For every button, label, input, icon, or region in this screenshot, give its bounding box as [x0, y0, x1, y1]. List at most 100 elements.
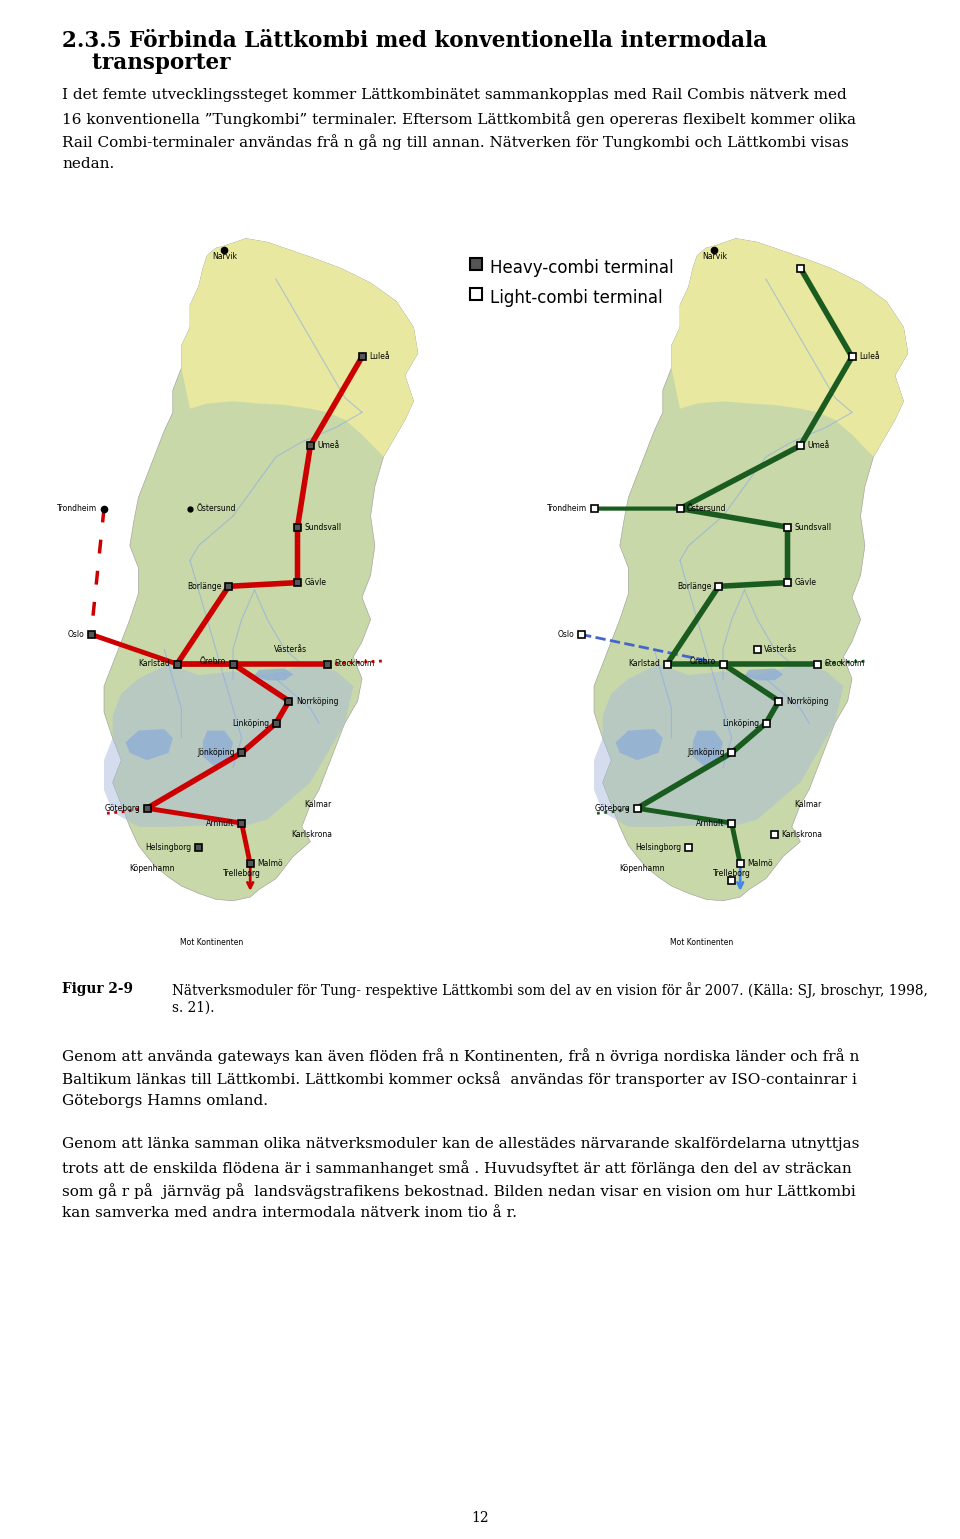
Text: Karlstad: Karlstad: [138, 660, 170, 668]
Bar: [87, 631, 95, 637]
Polygon shape: [104, 239, 418, 900]
Bar: [728, 877, 735, 883]
Text: Sundsvall: Sundsvall: [304, 523, 342, 531]
Bar: [677, 505, 684, 512]
Text: Göteborg: Göteborg: [105, 803, 140, 813]
Bar: [226, 583, 232, 589]
Bar: [174, 660, 180, 668]
Bar: [294, 523, 301, 531]
Text: Kalmar: Kalmar: [795, 800, 822, 810]
Bar: [797, 442, 804, 449]
Bar: [470, 288, 482, 300]
Bar: [195, 843, 203, 851]
Bar: [736, 860, 744, 868]
Polygon shape: [203, 731, 233, 768]
Text: Stockholm: Stockholm: [335, 660, 374, 668]
Bar: [685, 843, 692, 851]
Bar: [719, 660, 727, 668]
Text: Borlänge: Borlänge: [187, 582, 222, 591]
Bar: [771, 831, 779, 837]
Polygon shape: [254, 668, 293, 680]
Bar: [849, 354, 855, 360]
Text: Heavy-combi terminal: Heavy-combi terminal: [490, 259, 674, 277]
Text: Malmö: Malmö: [747, 859, 773, 868]
Bar: [273, 720, 279, 726]
Polygon shape: [104, 663, 353, 826]
Text: Kalmar: Kalmar: [304, 800, 332, 810]
Bar: [247, 860, 253, 868]
Text: Örebro: Örebro: [200, 657, 226, 665]
Bar: [634, 805, 640, 811]
Text: Linköping: Linköping: [722, 719, 759, 728]
Text: Jönköping: Jönköping: [197, 748, 234, 757]
Text: Köpenhamn: Köpenhamn: [129, 863, 175, 873]
Text: Borlänge: Borlänge: [678, 582, 711, 591]
Text: Narvik: Narvik: [702, 252, 727, 262]
Bar: [776, 697, 782, 705]
Text: Västerås: Västerås: [764, 645, 798, 654]
Bar: [285, 697, 293, 705]
Text: Karlskrona: Karlskrona: [781, 830, 823, 839]
Bar: [797, 265, 804, 271]
Text: 2.3.5 Förbinda Lättkombi med konventionella intermodala: 2.3.5 Förbinda Lättkombi med konventione…: [62, 29, 767, 52]
Bar: [294, 579, 301, 586]
Bar: [784, 523, 791, 531]
Bar: [814, 660, 821, 668]
Polygon shape: [594, 663, 844, 826]
Text: nedan.: nedan.: [62, 157, 114, 171]
Text: Sundsvall: Sundsvall: [795, 523, 831, 531]
Text: Mot Kontinenten: Mot Kontinenten: [180, 937, 243, 946]
Bar: [238, 749, 245, 756]
Text: Linköping: Linköping: [232, 719, 269, 728]
Text: Gävle: Gävle: [304, 579, 326, 586]
Text: Genom att länka samman olika nätverksmoduler kan de allestädes närvarande skalfö: Genom att länka samman olika nätverksmod…: [62, 1137, 859, 1151]
Text: Gävle: Gävle: [795, 579, 817, 586]
Polygon shape: [594, 239, 908, 900]
Text: Trelleborg: Trelleborg: [223, 868, 260, 877]
Text: Malmö: Malmö: [257, 859, 283, 868]
Text: Arnhult: Arnhult: [696, 819, 725, 828]
Bar: [590, 505, 597, 512]
Bar: [578, 631, 585, 637]
Bar: [324, 660, 331, 668]
Text: s. 21).: s. 21).: [172, 1000, 214, 1016]
Text: Nätverksmoduler för Tung- respektive Lättkombi som del av en vision för år 2007.: Nätverksmoduler för Tung- respektive Lät…: [172, 982, 928, 997]
Bar: [238, 820, 245, 826]
Text: Västerås: Västerås: [275, 645, 307, 654]
Text: Rail Combi-terminaler användas frå n gå ng till annan. Nätverken för Tungkombi o: Rail Combi-terminaler användas frå n gå …: [62, 134, 849, 149]
Text: Light-combi terminal: Light-combi terminal: [490, 289, 662, 306]
Text: Örebro: Örebro: [689, 657, 716, 665]
Bar: [470, 259, 482, 269]
Text: Arnhult: Arnhult: [206, 819, 234, 828]
Polygon shape: [181, 239, 418, 457]
Bar: [663, 660, 671, 668]
Text: Trondheim: Trondheim: [57, 505, 97, 512]
Text: Norrköping: Norrköping: [786, 697, 828, 705]
Text: Umeå: Umeå: [318, 442, 340, 451]
Text: som gå r på  järnväg på  landsvägstrafikens bekostnad. Bilden nedan visar en vis: som gå r på järnväg på landsvägstrafiken…: [62, 1183, 855, 1199]
Text: Genom att använda gateways kan även flöden frå n Kontinenten, frå n övriga nordi: Genom att använda gateways kan även flöd…: [62, 1048, 859, 1063]
Text: trots att de enskilda flödena är i sammanhanget små . Huvudsyftet är att förläng: trots att de enskilda flödena är i samma…: [62, 1160, 852, 1176]
Bar: [229, 660, 236, 668]
Text: Oslo: Oslo: [558, 629, 574, 639]
Bar: [728, 749, 735, 756]
Text: 12: 12: [471, 1511, 489, 1525]
Text: Göteborg: Göteborg: [594, 803, 630, 813]
Polygon shape: [671, 239, 908, 457]
Text: Helsingborg: Helsingborg: [636, 843, 682, 853]
Text: Norrköping: Norrköping: [296, 697, 338, 705]
Text: Narvik: Narvik: [212, 252, 237, 262]
Bar: [754, 646, 761, 653]
Bar: [728, 820, 735, 826]
Text: Luleå: Luleå: [369, 352, 390, 362]
Text: Helsingborg: Helsingborg: [146, 843, 192, 853]
Polygon shape: [615, 729, 662, 760]
Text: Trondheim: Trondheim: [547, 505, 587, 512]
Bar: [143, 805, 151, 811]
Bar: [715, 583, 722, 589]
Text: Trelleborg: Trelleborg: [712, 868, 751, 877]
Polygon shape: [745, 668, 783, 680]
Text: I det femte utvecklingssteget kommer Lättkombinätet sammankopplas med Rail Combi: I det femte utvecklingssteget kommer Lät…: [62, 88, 847, 102]
Text: Figur 2-9: Figur 2-9: [62, 982, 133, 996]
Text: Köpenhamn: Köpenhamn: [619, 863, 664, 873]
